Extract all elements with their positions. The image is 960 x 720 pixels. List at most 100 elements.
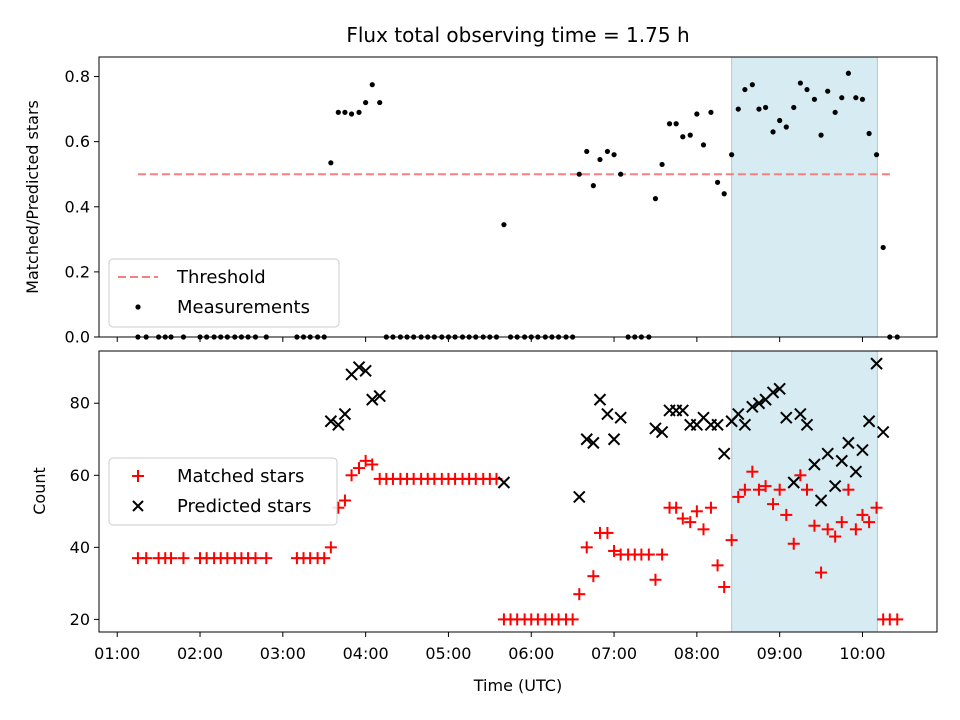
predicted-stars-point: [655, 425, 669, 439]
top-panel-y-axis-label: Matched/Predicted stars: [23, 100, 42, 294]
x-tick-label: 09:00: [757, 644, 803, 663]
matched-stars-point: [821, 523, 834, 536]
measurement-point: [832, 109, 838, 115]
matched-stars-point: [353, 462, 366, 475]
measurement-point: [770, 129, 776, 135]
measurement-point: [659, 161, 665, 168]
matched-stars-point: [649, 573, 662, 586]
measurement-point: [356, 109, 362, 115]
top-legend-box: [108, 258, 340, 328]
top-highlight-band: [731, 56, 878, 338]
predicted-stars-point: [587, 436, 600, 450]
x-tick-label: 07:00: [591, 644, 637, 663]
x-tick-label: 01:00: [94, 644, 140, 663]
matched-stars-point: [842, 483, 855, 496]
predicted-stars-point: [607, 433, 621, 446]
predicted-stars-point: [359, 364, 372, 378]
predicted-stars-point: [870, 357, 883, 370]
measurement-point: [335, 109, 341, 115]
bottom-panel-y-ticks: 20 40 60 80: [70, 394, 99, 629]
measurement-point: [714, 179, 721, 185]
matched-stars-point: [573, 588, 586, 601]
matched-stars-point: [767, 498, 780, 511]
matched-stars-point: [891, 613, 904, 626]
predicted-stars-point: [862, 415, 876, 428]
measurement-point: [777, 117, 783, 124]
predicted-stars-point: [876, 425, 890, 439]
measurement-point: [721, 191, 727, 197]
measurement-point: [342, 109, 348, 115]
matched-stars-point: [566, 613, 579, 626]
predicted-legend-label: Predicted stars: [177, 496, 311, 517]
predicted-stars-point: [787, 476, 800, 489]
matched-stars-point: [704, 501, 717, 514]
measurement-point: [369, 82, 375, 88]
measurement-point: [377, 99, 383, 106]
predicted-stars-point: [835, 454, 848, 468]
predicted-stars-point: [614, 411, 627, 424]
matched-stars-point: [642, 548, 655, 561]
bottom-panel-frame: [98, 350, 938, 633]
measurement-point: [804, 86, 810, 93]
measurement-point: [604, 148, 611, 155]
threshold-legend-label: Threshold: [176, 267, 266, 288]
measurement-point: [694, 111, 700, 117]
matched-stars-point: [800, 483, 813, 496]
x-tick-label: 03:00: [260, 644, 306, 663]
measurement-point: [666, 121, 673, 127]
measurement-point: [501, 222, 507, 228]
measurement-point: [791, 104, 797, 111]
x-tick-label: 06:00: [508, 644, 554, 663]
predicted-stars-point: [497, 476, 511, 489]
predicted-stars-point: [808, 458, 821, 471]
matched-stars-point: [676, 512, 689, 525]
measurement-point: [845, 70, 851, 76]
bottom-y-tick-label: 20: [70, 610, 90, 629]
matched-stars-point: [711, 559, 724, 572]
measurement-point: [729, 152, 735, 158]
measurement-point: [873, 152, 880, 158]
top-y-tick-label: 0.0: [65, 328, 90, 347]
measurement-point: [348, 111, 355, 117]
matched-stars-point: [345, 469, 358, 482]
matched-stars-point: [608, 544, 621, 557]
x-tick-label: 05:00: [425, 644, 471, 663]
measurement-point: [363, 99, 369, 106]
matched-stars-point: [718, 580, 731, 593]
measurement-point: [680, 134, 686, 140]
predicted-stars-point: [814, 494, 828, 507]
matched-stars-point: [849, 523, 862, 536]
matched-stars-point: [829, 530, 842, 543]
top-y-tick-label: 0.2: [65, 262, 90, 281]
top-panel-measurement-points: [135, 70, 900, 340]
measurement-point: [825, 88, 831, 94]
measurement-point: [797, 80, 803, 86]
measurement-point: [735, 106, 741, 112]
x-tick-label: 02:00: [177, 644, 223, 663]
bottom-panel-y-axis-label: Count: [30, 467, 49, 515]
predicted-stars-point: [766, 386, 780, 399]
predicted-stars-point: [352, 361, 366, 374]
top-y-tick-label: 0.8: [65, 67, 90, 86]
top-y-tick-label: 0.6: [65, 132, 90, 151]
bottom-y-tick-label: 80: [70, 394, 90, 413]
measurement-point: [880, 244, 886, 251]
matched-stars-point: [835, 516, 848, 529]
measurement-point: [618, 171, 624, 177]
predicted-stars-point: [821, 447, 834, 460]
measurement-point: [783, 124, 789, 130]
measurement-point: [584, 148, 590, 155]
predicted-stars-point: [601, 407, 614, 421]
measurement-point: [700, 142, 707, 148]
predicted-stars-point: [746, 400, 759, 414]
measurement-point: [811, 96, 818, 102]
measurement-point: [756, 106, 762, 112]
matched-stars-point: [165, 552, 178, 565]
matched-stars-point: [359, 454, 372, 467]
top-panel-highlight-layer: [731, 56, 878, 338]
matched-stars-point: [587, 570, 600, 583]
matched-stars-point: [249, 552, 262, 565]
matched-stars-point: [656, 548, 669, 561]
matched-stars-point: [318, 552, 331, 565]
